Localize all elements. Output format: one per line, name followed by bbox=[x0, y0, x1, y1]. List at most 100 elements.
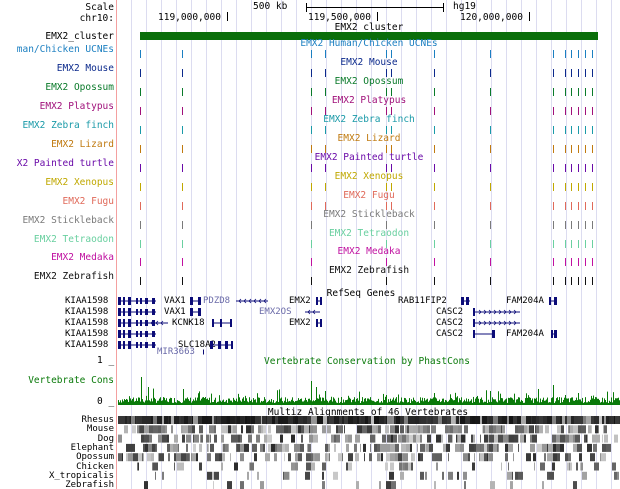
ucne-element[interactable] bbox=[490, 144, 491, 153]
ucne-element[interactable] bbox=[571, 50, 572, 58]
ucne-element[interactable] bbox=[490, 239, 491, 248]
ucne-element[interactable] bbox=[592, 201, 593, 210]
ucne-element[interactable] bbox=[592, 277, 593, 286]
ucne-element[interactable] bbox=[571, 239, 572, 248]
ucne-element[interactable] bbox=[592, 87, 593, 96]
ucne-element[interactable] bbox=[434, 239, 435, 248]
ucne-element[interactable] bbox=[571, 258, 572, 267]
ucne-element[interactable] bbox=[311, 277, 312, 286]
ucne-element[interactable] bbox=[565, 106, 566, 115]
gene-label-vax1-2[interactable]: VAX1 bbox=[164, 307, 186, 317]
ucne-element[interactable] bbox=[578, 239, 579, 248]
gene-label-casc2-1[interactable]: CASC2 bbox=[436, 307, 464, 317]
ucne-element[interactable] bbox=[434, 220, 435, 229]
ucne-element[interactable] bbox=[325, 87, 326, 96]
ucne-element[interactable] bbox=[553, 163, 554, 172]
ucne-element[interactable] bbox=[386, 87, 387, 96]
ucne-element[interactable] bbox=[386, 125, 387, 134]
gene-label-kiaa1598-5[interactable]: KIAA1598 bbox=[65, 340, 109, 350]
track-label[interactable]: EMX2 Zebrafish bbox=[33, 271, 114, 283]
track-label[interactable]: EMX2 Mouse bbox=[56, 62, 114, 74]
ucne-element[interactable] bbox=[434, 87, 435, 96]
cons-label[interactable]: Vertebrate Cons bbox=[28, 375, 114, 386]
ucne-element[interactable] bbox=[592, 144, 593, 153]
ucne-element[interactable] bbox=[565, 125, 566, 134]
ucne-element[interactable] bbox=[434, 125, 435, 134]
ucne-element[interactable] bbox=[585, 68, 586, 77]
ucne-element[interactable] bbox=[490, 163, 491, 172]
ucne-element[interactable] bbox=[565, 87, 566, 96]
ucne-element[interactable] bbox=[434, 68, 435, 77]
ucne-element[interactable] bbox=[391, 87, 392, 96]
ucne-element[interactable] bbox=[386, 182, 387, 191]
gene-label-fam204a-2[interactable]: FAM204A bbox=[506, 329, 544, 339]
ucne-element[interactable] bbox=[571, 144, 572, 153]
ucne-element[interactable] bbox=[311, 239, 312, 248]
ucne-element[interactable] bbox=[490, 87, 491, 96]
ucne-element[interactable] bbox=[140, 68, 141, 77]
ucne-element[interactable] bbox=[565, 68, 566, 77]
multiz-species-label[interactable]: Rhesus bbox=[81, 415, 114, 425]
ucne-element[interactable] bbox=[434, 50, 435, 58]
ucne-element[interactable] bbox=[140, 201, 141, 210]
ucne-element[interactable] bbox=[490, 258, 491, 267]
track-label[interactable]: EMX2 Xenopus bbox=[45, 176, 114, 188]
ucne-element[interactable] bbox=[386, 258, 387, 267]
ucne-element[interactable] bbox=[434, 201, 435, 210]
track-label[interactable]: EMX2 Platypus bbox=[39, 100, 114, 112]
ucne-element[interactable] bbox=[553, 144, 554, 153]
ucne-element[interactable] bbox=[571, 220, 572, 229]
ucne-element[interactable] bbox=[578, 125, 579, 134]
ucne-element[interactable] bbox=[386, 201, 387, 210]
ucne-element[interactable] bbox=[565, 239, 566, 248]
gene-label-kcnk18[interactable]: KCNK18 bbox=[172, 318, 205, 328]
ucne-element[interactable] bbox=[585, 220, 586, 229]
gene-label-kiaa1598-3[interactable]: KIAA1598 bbox=[65, 318, 109, 328]
ucne-element[interactable] bbox=[325, 68, 326, 77]
ucne-element[interactable] bbox=[434, 144, 435, 153]
ucne-element[interactable] bbox=[585, 239, 586, 248]
gene-label-rab11fip2[interactable]: RAB11FIP2 bbox=[398, 296, 447, 306]
ucne-element[interactable] bbox=[571, 182, 572, 191]
ucne-element[interactable] bbox=[553, 106, 554, 115]
cluster-label[interactable]: EMX2_cluster bbox=[45, 31, 114, 42]
ucne-element[interactable] bbox=[391, 182, 392, 191]
ucne-element[interactable] bbox=[325, 182, 326, 191]
ucne-element[interactable] bbox=[585, 163, 586, 172]
ucne-element[interactable] bbox=[490, 277, 491, 286]
ucne-element[interactable] bbox=[434, 258, 435, 267]
ucne-element[interactable] bbox=[585, 182, 586, 191]
ucne-element[interactable] bbox=[565, 144, 566, 153]
ucne-element[interactable] bbox=[325, 106, 326, 115]
ucne-element[interactable] bbox=[585, 277, 586, 286]
ucne-element[interactable] bbox=[182, 201, 183, 210]
ucne-element[interactable] bbox=[571, 106, 572, 115]
ucne-element[interactable] bbox=[434, 163, 435, 172]
ucne-element[interactable] bbox=[553, 182, 554, 191]
track-label[interactable]: EMX2 Opossum bbox=[45, 81, 114, 93]
ucne-element[interactable] bbox=[571, 201, 572, 210]
gene-label-emx2os[interactable]: EMX2OS bbox=[259, 307, 292, 317]
multiz-species-label[interactable]: X_tropicalis bbox=[48, 470, 114, 481]
ucne-element[interactable] bbox=[391, 125, 392, 134]
multiz-species-label[interactable]: Zebrafish bbox=[65, 480, 114, 489]
ucne-element[interactable] bbox=[386, 220, 387, 229]
ucne-element[interactable] bbox=[311, 50, 312, 58]
ucne-element[interactable] bbox=[571, 277, 572, 286]
ucne-element[interactable] bbox=[182, 144, 183, 153]
track-label[interactable]: man/Chicken UCNEs bbox=[16, 44, 114, 55]
ucne-element[interactable] bbox=[182, 277, 183, 286]
track-label[interactable]: EMX2 Tetraodon bbox=[33, 233, 114, 245]
gene-label-emx2-1[interactable]: EMX2 bbox=[289, 296, 311, 306]
track-label[interactable]: EMX2 Fugu bbox=[62, 195, 114, 207]
ucne-element[interactable] bbox=[311, 106, 312, 115]
ucne-element[interactable] bbox=[553, 201, 554, 210]
ucne-element[interactable] bbox=[585, 258, 586, 267]
multiz-species-label[interactable]: Elephant bbox=[70, 442, 114, 453]
ucne-element[interactable] bbox=[592, 239, 593, 248]
ucne-element[interactable] bbox=[182, 258, 183, 267]
ucne-element[interactable] bbox=[578, 220, 579, 229]
ucne-element[interactable] bbox=[578, 106, 579, 115]
